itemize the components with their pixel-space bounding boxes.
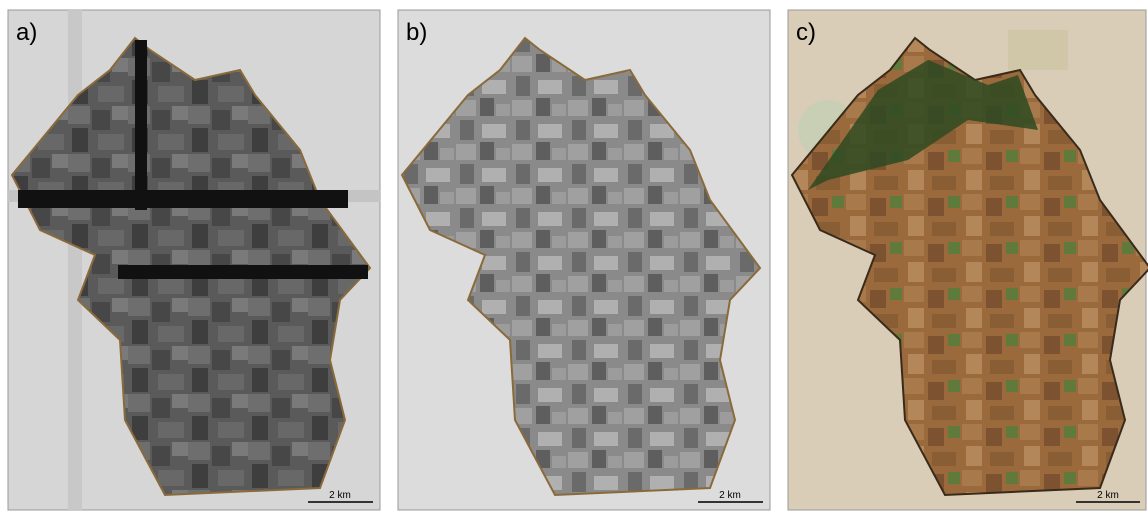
figure: a) 2 km b) 2 km c) 2 km bbox=[0, 0, 1148, 516]
panel-b: b) 2 km bbox=[398, 10, 770, 510]
strip bbox=[118, 265, 368, 279]
scale-label: 2 km bbox=[1097, 490, 1119, 501]
strip bbox=[18, 190, 348, 208]
panel-a: a) 2 km bbox=[8, 10, 380, 510]
field bbox=[1008, 30, 1068, 70]
scale-label: 2 km bbox=[329, 490, 351, 501]
panel-label: b) bbox=[406, 19, 427, 46]
panel-c: c) 2 km bbox=[788, 10, 1148, 510]
panel-label: c) bbox=[796, 19, 816, 46]
strip bbox=[135, 40, 147, 210]
panel-label: a) bbox=[16, 19, 37, 46]
road bbox=[68, 10, 82, 510]
scale-label: 2 km bbox=[719, 490, 741, 501]
